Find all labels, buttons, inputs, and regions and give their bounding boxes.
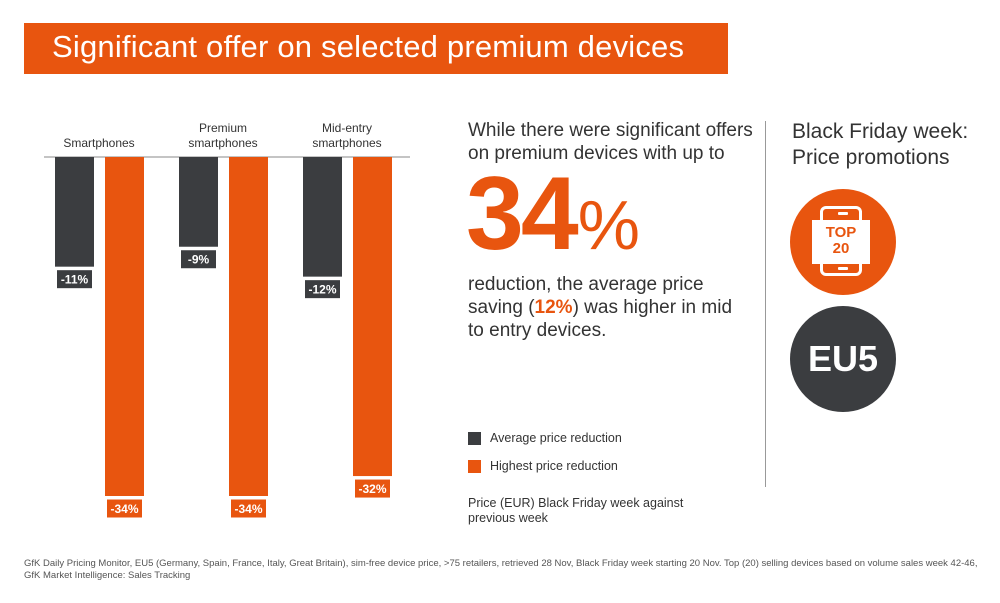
top20-label-line1: TOP — [825, 224, 857, 241]
phone-home-button — [838, 267, 848, 270]
data-label-box — [304, 279, 341, 300]
footer-line1: GfK Daily Pricing Monitor, EU5 (Germany,… — [24, 558, 978, 569]
category-label: Mid-entry — [322, 121, 372, 135]
headline-text: While there were significant offers on p… — [468, 120, 753, 164]
data-label: -34% — [234, 502, 262, 516]
legend-swatch-average — [468, 432, 481, 445]
phone-speaker — [838, 212, 848, 215]
data-label-box — [354, 478, 391, 499]
legend-label-average: Average price reduction — [490, 431, 622, 445]
footer-line2: GfK Market Intelligence: Sales Tracking — [24, 570, 191, 581]
data-label: -34% — [110, 502, 138, 516]
big-number: 34% — [466, 162, 640, 266]
category-label: smartphones — [312, 136, 381, 150]
bar-highest — [353, 157, 392, 477]
category-label: Smartphones — [63, 136, 134, 150]
top20-label: TOP 20 — [812, 220, 870, 264]
data-label: -9% — [188, 253, 210, 267]
category-label: smartphones — [188, 136, 257, 150]
legend-swatch-highest — [468, 460, 481, 473]
legend-label-highest: Highest price reduction — [490, 459, 618, 473]
bar-average — [303, 157, 342, 277]
data-label-box — [230, 498, 267, 519]
data-label-box — [180, 249, 217, 270]
side-title-line1: Black Friday week: — [792, 120, 969, 143]
side-title-line2: Price promotions — [792, 146, 950, 169]
data-label: -32% — [358, 482, 386, 496]
bar-chart: Smartphones-11%-34%Premiumsmartphones-9%… — [44, 121, 410, 519]
category-label: Premium — [199, 121, 247, 135]
top20-badge: TOP 20 — [790, 189, 896, 295]
divider — [765, 121, 766, 487]
big-number-suffix: % — [577, 186, 640, 264]
data-label-box — [56, 269, 93, 290]
bar-average — [179, 157, 218, 247]
top20-label-line2: 20 — [832, 240, 850, 257]
bar-average — [55, 157, 94, 267]
summary-highlight: 12% — [534, 297, 573, 318]
footer-source: GfK Daily Pricing Monitor, EU5 (Germany,… — [24, 558, 984, 582]
side-title: Black Friday week: Price promotions — [792, 119, 992, 171]
data-label: -12% — [308, 283, 336, 297]
price-note: Price (EUR) Black Friday week against pr… — [468, 496, 684, 525]
summary-text: reduction, the average price saving (12%… — [468, 273, 738, 342]
data-label: -11% — [61, 273, 89, 287]
page-title: Significant offer on selected premium de… — [52, 29, 685, 64]
summary-before: reduction, the average price saving ( — [468, 274, 704, 318]
bar-highest — [229, 157, 268, 496]
bar-highest — [105, 157, 144, 496]
summary-after: ) was higher in mid to entry devices. — [468, 297, 733, 341]
data-label-box — [106, 498, 143, 519]
big-number-value: 34 — [466, 156, 579, 272]
eu5-badge: EU5 — [790, 306, 896, 412]
title-bar: Significant offer on selected premium de… — [24, 23, 728, 74]
